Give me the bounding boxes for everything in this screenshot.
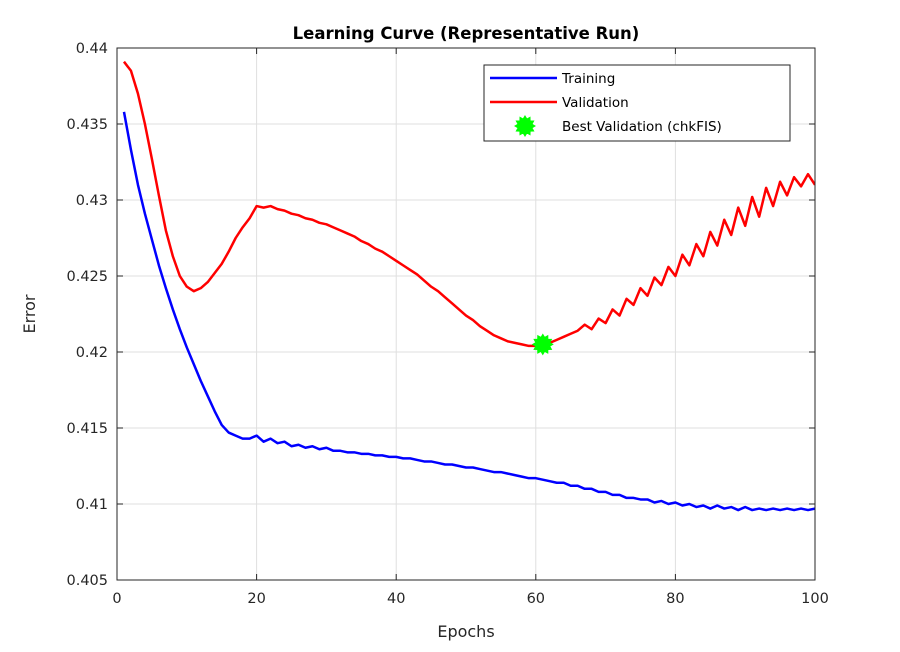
y-tick-label: 0.42	[76, 345, 108, 361]
series-line-validation	[122, 60, 815, 348]
x-tick-label: 20	[247, 591, 265, 607]
best-validation-point	[531, 333, 554, 356]
axis-ticks: 0 20 40 60 80 100 0.405 0.41 0.415 0.42 0.425 0.43 0…	[66, 41, 828, 607]
chart-title: Learning Curve (Representative Run)	[293, 24, 640, 43]
plot-frame	[116, 47, 816, 581]
y-tick-label: 0.43	[76, 193, 108, 209]
x-tick-label: 0	[112, 591, 121, 607]
series-line-training	[122, 111, 815, 512]
legend-label-best-validation: Best Validation (chkFIS)	[562, 119, 722, 135]
y-tick-label: 0.435	[66, 117, 108, 133]
legend-label-training: Training	[561, 71, 615, 87]
legend-star-marker	[514, 115, 536, 137]
legend: Training Validation Best Validation (chk…	[483, 64, 791, 142]
y-tick-label: 0.405	[66, 573, 108, 589]
y-axis-label: Error	[20, 294, 39, 333]
x-tick-label: 40	[387, 591, 405, 607]
x-tick-label: 60	[527, 591, 545, 607]
legend-swatch-best-validation	[514, 115, 536, 137]
y-tick-label: 0.425	[66, 269, 108, 285]
y-tick-label: 0.415	[66, 421, 108, 437]
series-layer	[122, 60, 815, 512]
x-tick-label: 100	[801, 591, 829, 607]
x-tick-label: 80	[666, 591, 684, 607]
legend-label-validation: Validation	[562, 95, 629, 111]
y-tick-label: 0.44	[76, 41, 108, 57]
y-tick-label: 0.41	[76, 497, 108, 513]
x-axis-label: Epochs	[437, 622, 494, 641]
